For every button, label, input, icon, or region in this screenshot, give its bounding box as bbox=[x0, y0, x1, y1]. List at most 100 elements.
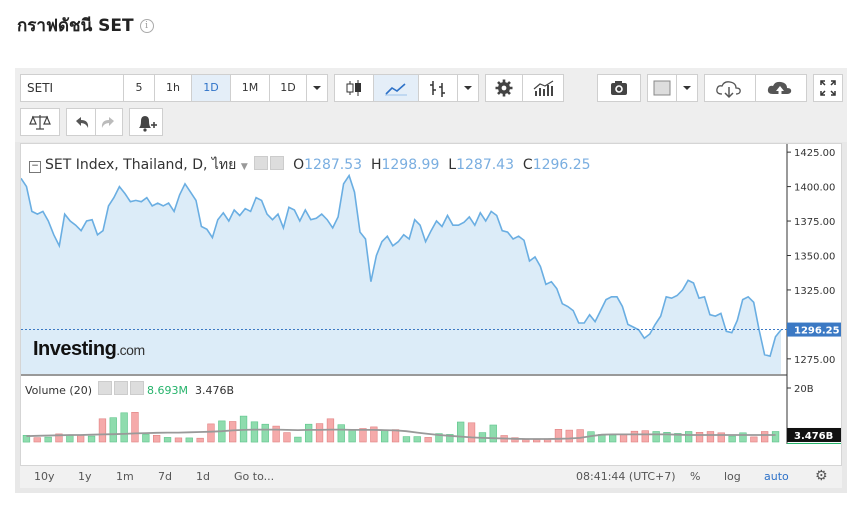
gear-icon[interactable]: ⚙ bbox=[815, 468, 828, 484]
undo-button[interactable] bbox=[66, 108, 96, 136]
volume-bar bbox=[554, 428, 563, 443]
chevron-down-icon bbox=[464, 86, 472, 90]
chart-area[interactable]: 1425.00 1400.00 1375.00 1350.00 1325.00 1275.… bbox=[20, 143, 842, 483]
legend-low-label: L bbox=[448, 157, 457, 173]
volume-bar bbox=[446, 434, 454, 443]
volume-bar bbox=[250, 421, 259, 443]
cloud-download-icon bbox=[716, 81, 741, 99]
redo-button[interactable] bbox=[95, 108, 123, 136]
save-chart-button[interactable] bbox=[755, 74, 807, 102]
gear-icon[interactable] bbox=[113, 381, 128, 395]
range-1y[interactable]: 1y bbox=[78, 470, 92, 483]
collapse-legend-icon[interactable]: − bbox=[29, 161, 41, 173]
goto-date-button[interactable]: Go to... bbox=[234, 470, 275, 483]
volume-bar bbox=[576, 429, 584, 443]
volume-bar bbox=[55, 433, 63, 443]
volume-bar bbox=[261, 423, 269, 443]
log-toggle[interactable]: log bbox=[724, 470, 741, 483]
price-tick-label: 1425.00 bbox=[794, 148, 835, 159]
volume-bar bbox=[87, 435, 96, 443]
volume-bar bbox=[153, 434, 161, 443]
legend-close-label: C bbox=[522, 157, 533, 173]
color-picker-button[interactable] bbox=[647, 74, 677, 102]
candlestick-button[interactable] bbox=[334, 74, 374, 102]
symbol-input[interactable]: SETI bbox=[20, 74, 124, 102]
volume-bar bbox=[315, 423, 324, 443]
volume-bar bbox=[413, 436, 421, 443]
volume-bar bbox=[207, 423, 215, 443]
interval-1d[interactable]: 1D bbox=[191, 74, 231, 102]
fullscreen-button[interactable] bbox=[813, 74, 843, 102]
color-square-icon bbox=[653, 80, 671, 96]
screenshot-button[interactable] bbox=[597, 74, 641, 102]
price-volume-chart[interactable]: 1425.00 1400.00 1375.00 1350.00 1325.00 1275.… bbox=[21, 144, 841, 444]
chart-toolbar: SETI 5 1h 1D 1M 1D bbox=[15, 68, 847, 142]
gear-icon bbox=[495, 79, 513, 97]
clock-timezone[interactable]: 08:41:44 (UTC+7) bbox=[576, 470, 676, 483]
interval-custom[interactable]: 1D bbox=[269, 74, 307, 102]
volume-bar bbox=[33, 437, 41, 443]
volume-bar bbox=[304, 423, 313, 443]
info-icon[interactable]: i bbox=[139, 19, 154, 33]
volume-bar bbox=[98, 418, 107, 443]
indicators-button[interactable] bbox=[522, 74, 564, 102]
settings-button[interactable] bbox=[485, 74, 523, 102]
legend-high-label: H bbox=[370, 157, 382, 173]
volume-bar bbox=[348, 429, 356, 443]
cloud-upload-icon bbox=[767, 81, 792, 95]
close-icon[interactable] bbox=[129, 381, 144, 395]
undo-icon bbox=[76, 117, 89, 128]
volume-bar bbox=[630, 430, 639, 443]
percent-toggle[interactable]: % bbox=[690, 470, 701, 483]
volume-bar bbox=[760, 431, 769, 443]
scale-icon bbox=[29, 115, 51, 130]
legend-low: 1287.43 bbox=[456, 157, 514, 173]
volume-label: Volume (20) bbox=[25, 384, 92, 397]
interval-5[interactable]: 5 bbox=[123, 74, 155, 102]
volume-bar bbox=[565, 429, 573, 443]
range-1d[interactable]: 1d bbox=[196, 470, 210, 483]
volume-ma-tag-label: 3.476B bbox=[794, 431, 833, 442]
volume-bar bbox=[380, 429, 389, 443]
fullscreen-icon bbox=[820, 80, 836, 96]
color-dropdown[interactable] bbox=[676, 74, 698, 102]
page-title-text: กราฟดัชนี SET bbox=[17, 16, 134, 36]
range-10y[interactable]: 10y bbox=[34, 470, 55, 483]
auto-toggle[interactable]: auto bbox=[764, 470, 789, 483]
load-chart-button[interactable] bbox=[704, 74, 756, 102]
gear-icon[interactable] bbox=[270, 156, 285, 170]
volume-bar bbox=[456, 421, 465, 443]
chevron-down-icon[interactable]: ▼ bbox=[240, 162, 248, 172]
eye-icon[interactable] bbox=[254, 156, 269, 170]
bar-chart-button[interactable] bbox=[418, 74, 458, 102]
volume-bar bbox=[131, 411, 139, 443]
volume-bar bbox=[771, 431, 780, 443]
line-chart-button[interactable] bbox=[373, 74, 419, 102]
volume-bar bbox=[109, 417, 117, 443]
range-7d[interactable]: 7d bbox=[158, 470, 172, 483]
toolbar-row-2 bbox=[20, 108, 163, 136]
interval-1m[interactable]: 1M bbox=[230, 74, 270, 102]
price-tick-label: 1350.00 bbox=[794, 251, 835, 262]
alert-button[interactable] bbox=[129, 108, 163, 136]
volume-bar bbox=[739, 432, 747, 443]
price-area-fill bbox=[21, 175, 781, 374]
compare-button[interactable] bbox=[20, 108, 60, 136]
volume-bar bbox=[272, 425, 280, 443]
volume-bar bbox=[717, 432, 725, 443]
eye-icon[interactable] bbox=[97, 381, 112, 395]
range-1m[interactable]: 1m bbox=[116, 470, 134, 483]
volume-value-1: 8.693M bbox=[147, 384, 188, 397]
interval-dropdown[interactable] bbox=[306, 74, 328, 102]
volume-bar bbox=[652, 431, 660, 443]
volume-bar bbox=[522, 439, 530, 443]
legend-open-label: O bbox=[293, 157, 305, 173]
volume-bar bbox=[185, 437, 193, 443]
indicators-icon bbox=[533, 80, 554, 96]
brand-name: Investing bbox=[33, 338, 117, 360]
price-line bbox=[21, 173, 782, 358]
chart-type-dropdown[interactable] bbox=[457, 74, 479, 102]
interval-1h[interactable]: 1h bbox=[154, 74, 192, 102]
candlestick-icon bbox=[346, 80, 361, 96]
volume-bar bbox=[608, 434, 617, 443]
